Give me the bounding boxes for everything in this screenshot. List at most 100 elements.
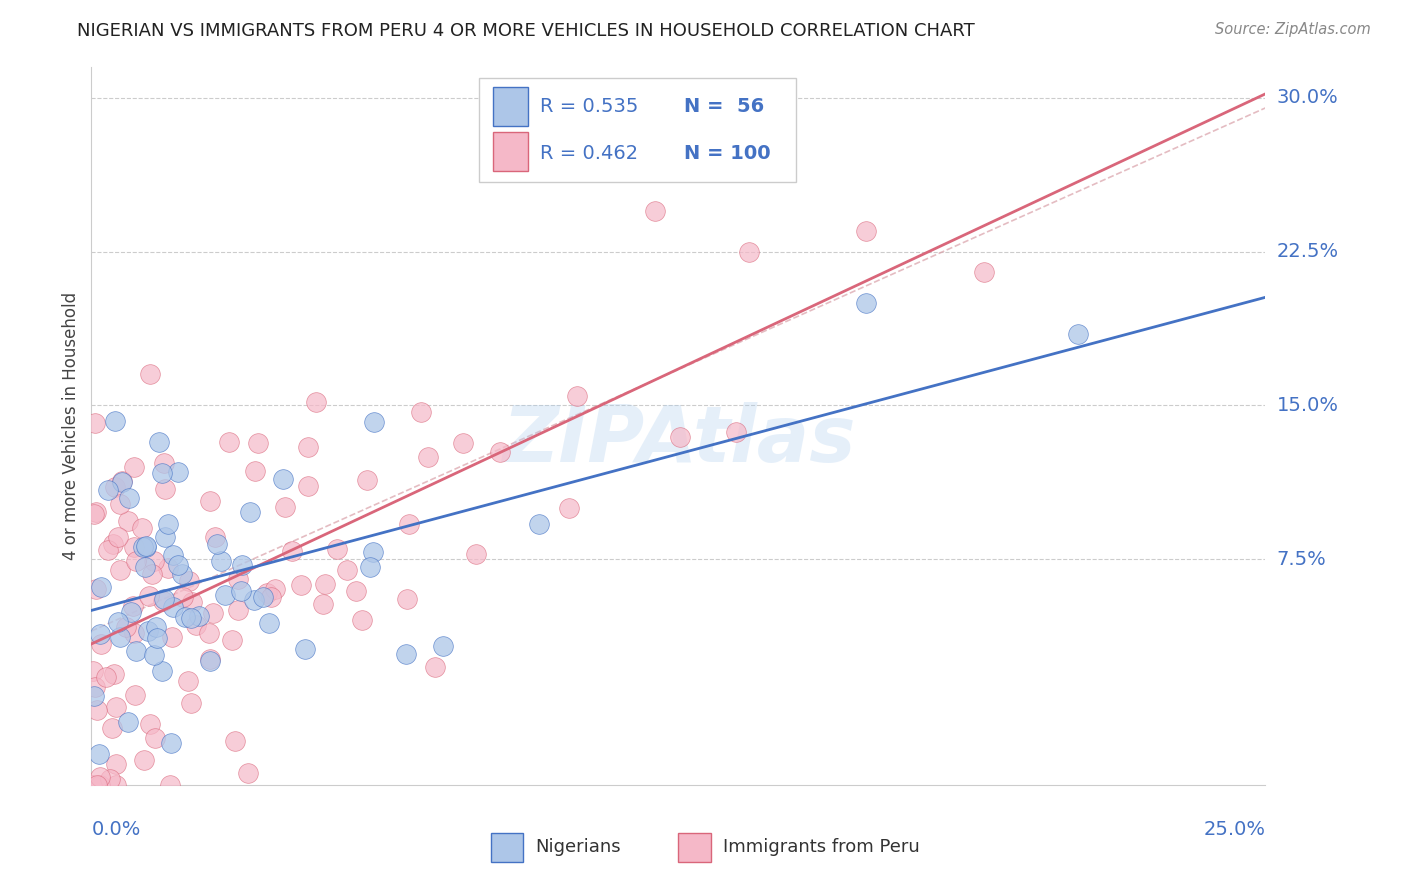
Point [117,514,139,528]
Text: N = 100: N = 100 [685,144,770,162]
Point [855,295,877,310]
Point [135,541,157,555]
Point [557,501,579,516]
Point [97,483,120,497]
Point [294,642,316,657]
Point [451,435,474,450]
Point [134,560,156,574]
Point [416,450,439,464]
Point [159,778,181,792]
Y-axis label: 4 or more Vehicles in Household: 4 or more Vehicles in Household [62,292,80,560]
Point [644,203,666,218]
Point [162,600,184,615]
Text: 7.5%: 7.5% [1277,549,1326,569]
Point [290,578,312,592]
Point [111,475,134,490]
Point [186,617,208,632]
Point [256,586,278,600]
Point [724,425,747,439]
Text: 0.0%: 0.0% [91,820,141,838]
Point [124,644,146,658]
Point [198,654,221,668]
Point [134,753,156,767]
FancyBboxPatch shape [494,131,529,171]
Point [356,473,378,487]
Point [229,583,252,598]
Text: 30.0%: 30.0% [1277,88,1339,107]
Point [214,588,236,602]
Point [89,770,111,784]
Point [156,516,179,531]
Point [226,603,249,617]
Point [252,590,274,604]
Point [411,405,433,419]
Point [142,554,165,568]
Point [100,772,122,786]
Point [489,444,512,458]
FancyBboxPatch shape [479,78,796,182]
Point [218,435,240,450]
Point [145,631,167,645]
Point [243,592,266,607]
Point [162,548,184,562]
Point [855,224,877,238]
Point [738,244,761,259]
Point [159,736,181,750]
Point [344,584,367,599]
Point [326,541,349,556]
Point [160,630,183,644]
Point [173,610,195,624]
Point [111,475,134,489]
Point [297,440,319,454]
Point [152,591,174,606]
Point [143,731,166,745]
Point [97,543,120,558]
Point [131,540,153,554]
Point [167,558,190,572]
Point [172,590,194,604]
Point [526,162,548,177]
Point [226,572,249,586]
Point [139,367,162,381]
Point [197,626,219,640]
Point [155,530,177,544]
Point [86,704,108,718]
Point [247,436,270,450]
Point [297,479,319,493]
Text: R = 0.535: R = 0.535 [540,97,638,116]
Point [395,592,418,607]
Point [122,625,145,640]
Point [135,539,157,553]
Point [352,614,374,628]
Point [181,595,204,609]
Point [260,590,283,604]
Point [156,561,179,575]
Text: 15.0%: 15.0% [1277,396,1339,415]
Point [131,521,153,535]
Point [669,430,692,444]
Point [152,594,174,608]
Point [82,778,104,792]
Text: NIGERIAN VS IMMIGRANTS FROM PERU 4 OR MORE VEHICLES IN HOUSEHOLD CORRELATION CHA: NIGERIAN VS IMMIGRANTS FROM PERU 4 OR MO… [77,22,976,40]
Point [312,598,335,612]
Text: 25.0%: 25.0% [1204,820,1265,838]
FancyBboxPatch shape [491,833,523,862]
Point [122,459,145,474]
Point [200,651,222,665]
Point [89,778,111,792]
Point [101,721,124,735]
Text: Immigrants from Peru: Immigrants from Peru [723,838,920,856]
Point [125,554,148,568]
Text: N =  56: N = 56 [685,97,765,116]
Point [84,505,107,519]
Point [567,389,589,403]
Point [83,507,105,521]
Point [141,567,163,582]
Point [122,541,145,555]
Text: ZIPAtlas: ZIPAtlas [502,402,855,478]
Point [108,497,131,511]
Point [110,563,132,577]
Text: R = 0.462: R = 0.462 [540,144,638,162]
Point [82,664,104,678]
Point [263,582,285,596]
